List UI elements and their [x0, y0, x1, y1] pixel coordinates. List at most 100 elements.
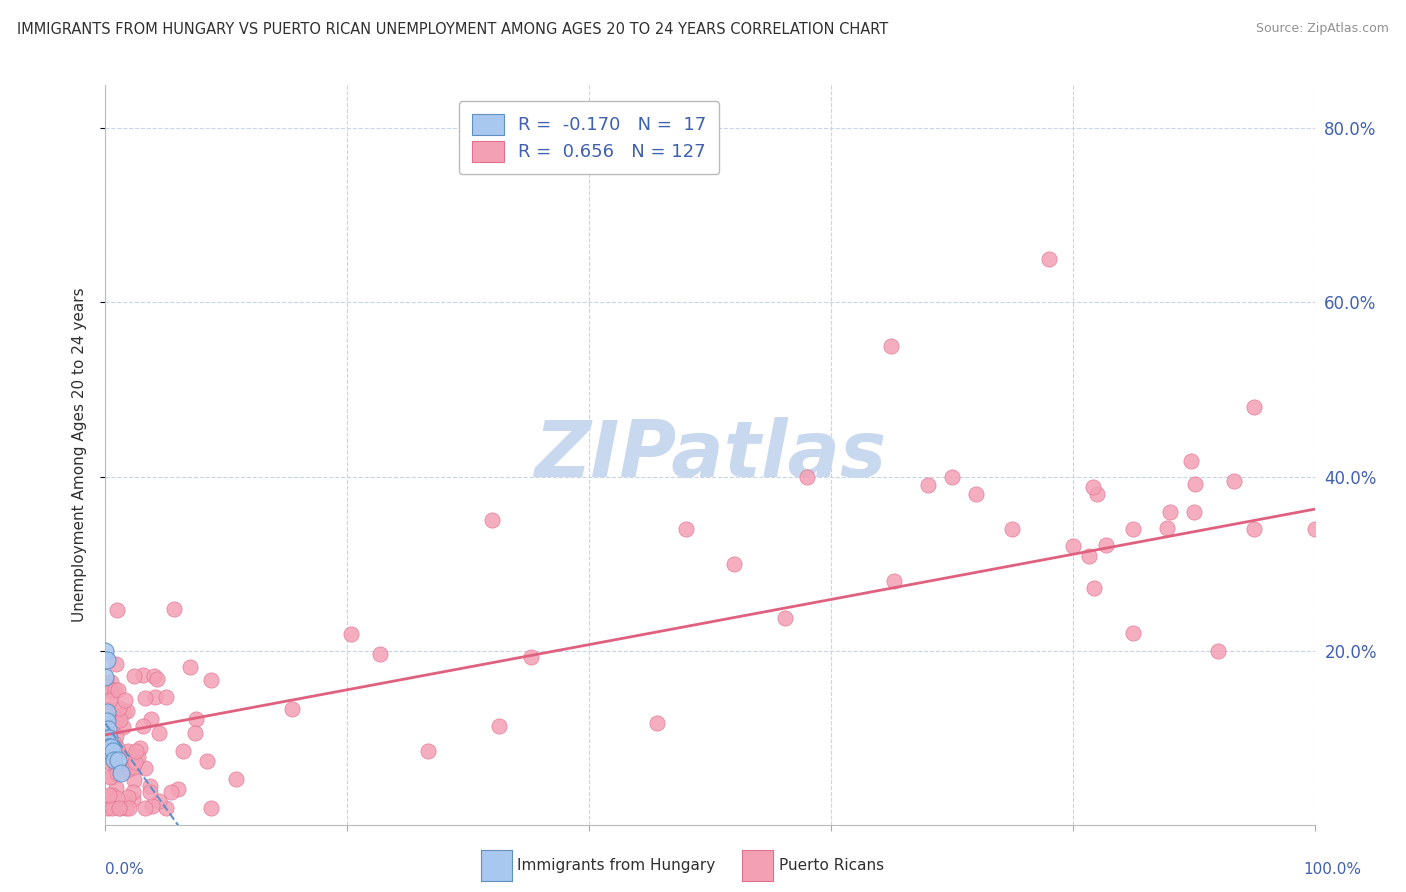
- Point: [1122, 626, 1144, 640]
- Point: [97, 709, 120, 723]
- Point: [114, 693, 136, 707]
- Point: [105, 791, 128, 805]
- Point: [195, 754, 218, 768]
- Point: [101, 685, 124, 699]
- Point: [98, 788, 121, 802]
- Point: [122, 792, 145, 806]
- Point: [101, 744, 124, 758]
- Point: [1156, 521, 1178, 535]
- Point: [1094, 538, 1116, 552]
- Point: [186, 712, 208, 726]
- Point: [94, 670, 117, 684]
- Point: [155, 800, 177, 814]
- Text: 0.0%: 0.0%: [105, 863, 145, 877]
- Point: [112, 705, 135, 719]
- Point: [107, 701, 129, 715]
- Point: [148, 726, 170, 740]
- Point: [105, 603, 128, 617]
- Point: [1182, 504, 1205, 518]
- Point: [103, 714, 125, 728]
- Text: Immigrants from Hungary: Immigrants from Hungary: [517, 858, 716, 872]
- Point: [98, 739, 121, 754]
- Point: [882, 574, 904, 588]
- Point: [139, 712, 162, 726]
- Point: [145, 690, 167, 705]
- Point: [104, 682, 127, 697]
- Text: Puerto Ricans: Puerto Ricans: [779, 858, 884, 872]
- Point: [104, 737, 127, 751]
- Point: [96, 737, 118, 751]
- Point: [1243, 400, 1265, 414]
- Point: [148, 794, 170, 808]
- Point: [172, 744, 194, 758]
- Point: [100, 756, 122, 770]
- Point: [122, 758, 145, 772]
- Point: [125, 744, 148, 758]
- Point: [122, 669, 145, 683]
- Point: [103, 753, 125, 767]
- Point: [107, 682, 129, 697]
- Point: [100, 770, 122, 784]
- Point: [117, 744, 139, 758]
- Point: [121, 785, 143, 799]
- Point: [108, 800, 131, 814]
- Point: [104, 760, 127, 774]
- Point: [134, 761, 156, 775]
- Point: [97, 739, 120, 754]
- Point: [117, 704, 139, 718]
- Point: [104, 729, 127, 743]
- Point: [1083, 480, 1105, 494]
- Point: [118, 800, 141, 814]
- Point: [100, 739, 122, 754]
- Point: [101, 798, 124, 813]
- Point: [111, 720, 134, 734]
- Point: [225, 772, 247, 786]
- Point: [481, 513, 503, 527]
- Point: [94, 708, 117, 723]
- Point: [143, 669, 166, 683]
- Point: [200, 800, 222, 814]
- Point: [723, 557, 745, 571]
- Point: [98, 714, 121, 728]
- Point: [155, 690, 177, 705]
- Point: [117, 790, 139, 805]
- Point: [107, 753, 129, 767]
- Point: [96, 680, 118, 694]
- Point: [118, 762, 141, 776]
- Point: [101, 788, 124, 802]
- Point: [96, 794, 118, 808]
- Point: [645, 715, 668, 730]
- Point: [141, 799, 163, 814]
- Point: [94, 644, 117, 658]
- Point: [1083, 581, 1105, 595]
- Point: [94, 749, 117, 764]
- Point: [167, 781, 190, 796]
- Point: [139, 779, 162, 793]
- Point: [1223, 474, 1246, 488]
- Point: [796, 469, 818, 483]
- Point: [139, 785, 162, 799]
- Text: Source: ZipAtlas.com: Source: ZipAtlas.com: [1256, 22, 1389, 36]
- Point: [1184, 477, 1206, 491]
- Point: [105, 657, 128, 671]
- Point: [122, 772, 145, 787]
- Point: [105, 741, 128, 756]
- Point: [96, 675, 118, 690]
- Point: [97, 800, 120, 814]
- Point: [1243, 522, 1265, 536]
- Point: [1206, 644, 1229, 658]
- Point: [96, 720, 118, 734]
- Point: [131, 667, 153, 681]
- Point: [1159, 504, 1181, 518]
- Point: [1078, 549, 1101, 563]
- Point: [97, 740, 120, 755]
- Point: [110, 765, 132, 780]
- Point: [134, 691, 156, 706]
- Text: IMMIGRANTS FROM HUNGARY VS PUERTO RICAN UNEMPLOYMENT AMONG AGES 20 TO 24 YEARS C: IMMIGRANTS FROM HUNGARY VS PUERTO RICAN …: [17, 22, 889, 37]
- Point: [340, 626, 363, 640]
- Point: [97, 723, 120, 737]
- Legend: R =  -0.170   N =  17, R =  0.656   N = 127: R = -0.170 N = 17, R = 0.656 N = 127: [458, 101, 720, 175]
- Point: [368, 648, 391, 662]
- Point: [488, 719, 510, 733]
- Point: [145, 672, 167, 686]
